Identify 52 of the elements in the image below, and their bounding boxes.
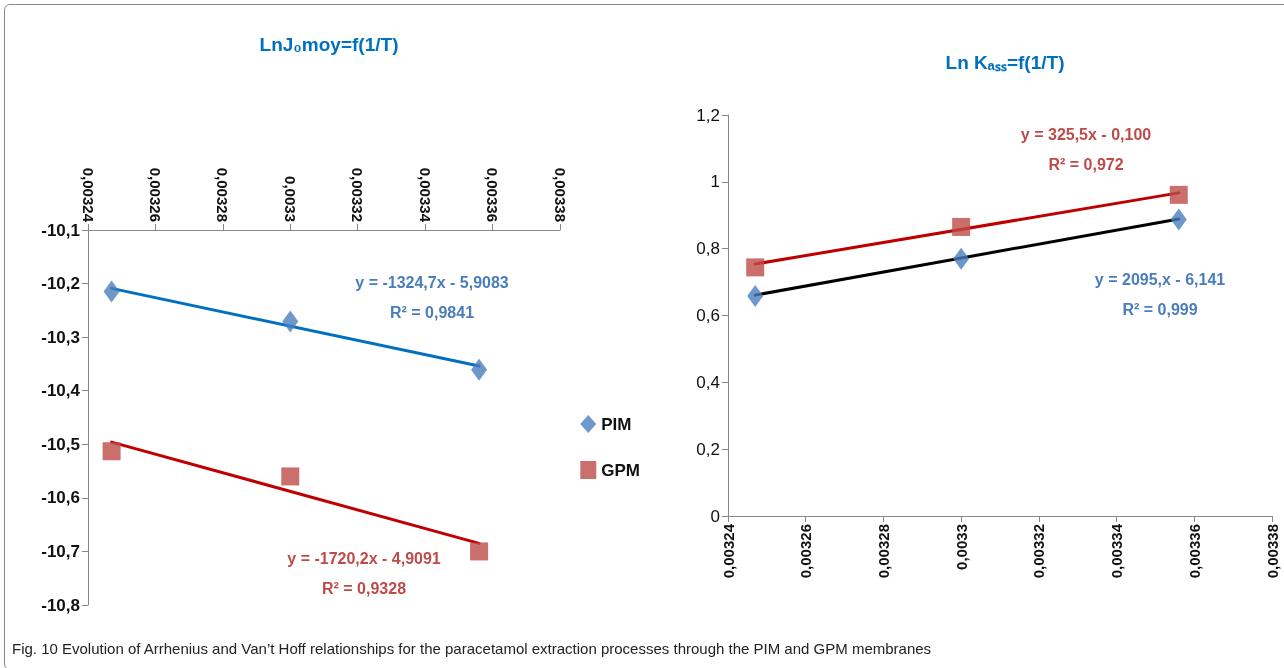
y-tick-label: -10,1 xyxy=(41,220,80,240)
point xyxy=(470,542,489,561)
caption: Fig. 10 Evolution of Arrhenius and Van’t Hoff relationships for the paracetamol extraction processes through the PIM and GPM membranes xyxy=(12,640,932,657)
point xyxy=(281,467,300,486)
point xyxy=(282,310,299,333)
legend-label: PIM xyxy=(601,414,632,434)
x-tick-label: 0,0033 xyxy=(281,176,299,222)
chart-title: LnJ₀moy=f(1/T) xyxy=(259,34,399,55)
x-tick-label: 0,00324 xyxy=(79,167,97,223)
annotation: y = 2095,x - 6,141 R² = 0,999 xyxy=(1094,270,1226,318)
y-tick-label: 0,8 xyxy=(696,239,720,259)
y-tick-label: 0 xyxy=(710,506,720,526)
y-tick-label: 0,6 xyxy=(696,306,720,325)
annotation: y = 325,5x - 0,100 R² = 0,972 xyxy=(1020,125,1152,173)
x-tick-label: 0,00328 xyxy=(214,167,232,222)
y-tick-label: -10,4 xyxy=(41,381,81,401)
x-tick-label: 0,00326 xyxy=(146,167,164,222)
x-tick-label: 0,00324 xyxy=(719,523,737,579)
x-tick-label: 0,00334 xyxy=(1108,523,1126,579)
x-tick-label: 0,00326 xyxy=(797,524,815,579)
point xyxy=(953,247,970,270)
x-tick-label: 0,00332 xyxy=(349,167,367,222)
point xyxy=(1169,185,1188,204)
point xyxy=(471,358,488,381)
x-tick-label: 0,00338 xyxy=(551,167,569,222)
x-tick-label: 0,00336 xyxy=(1185,524,1203,579)
annotation: y = -1720,2x - 4,9091 R² = 0,9328 xyxy=(287,549,441,597)
point xyxy=(103,280,120,303)
legend-label: GPM xyxy=(601,460,641,480)
y-tick-label: -10,7 xyxy=(41,541,80,561)
y-tick-label: 1 xyxy=(710,172,720,192)
y-tick-label: 0,4 xyxy=(696,372,720,392)
y-tick-label: -10,6 xyxy=(41,488,80,508)
y-tick-label: -10,3 xyxy=(41,327,80,347)
point xyxy=(747,285,764,308)
y-tick-label: -10,8 xyxy=(41,595,80,615)
point xyxy=(952,217,971,236)
y-tick-label: 1,2 xyxy=(696,105,720,125)
y-tick-label: 0,2 xyxy=(696,439,720,459)
point xyxy=(746,258,765,277)
point xyxy=(102,442,121,461)
x-tick-label: 0,00338 xyxy=(1263,524,1281,579)
x-tick-label: 0,00332 xyxy=(1030,524,1048,579)
x-tick-label: 0,00334 xyxy=(416,167,434,223)
x-tick-label: 0,00336 xyxy=(484,167,502,222)
annotation: y = -1324,7x - 5,9083 R² = 0,9841 xyxy=(355,273,509,321)
point xyxy=(1170,208,1187,231)
x-tick-label: 0,00328 xyxy=(874,524,892,579)
chart-title: Ln Kₐₛₛ=f(1/T) xyxy=(945,52,1065,73)
y-tick-label: -10,5 xyxy=(41,434,80,454)
y-tick-label: -10,2 xyxy=(41,274,80,294)
x-tick-label: 0,0033 xyxy=(952,524,970,570)
